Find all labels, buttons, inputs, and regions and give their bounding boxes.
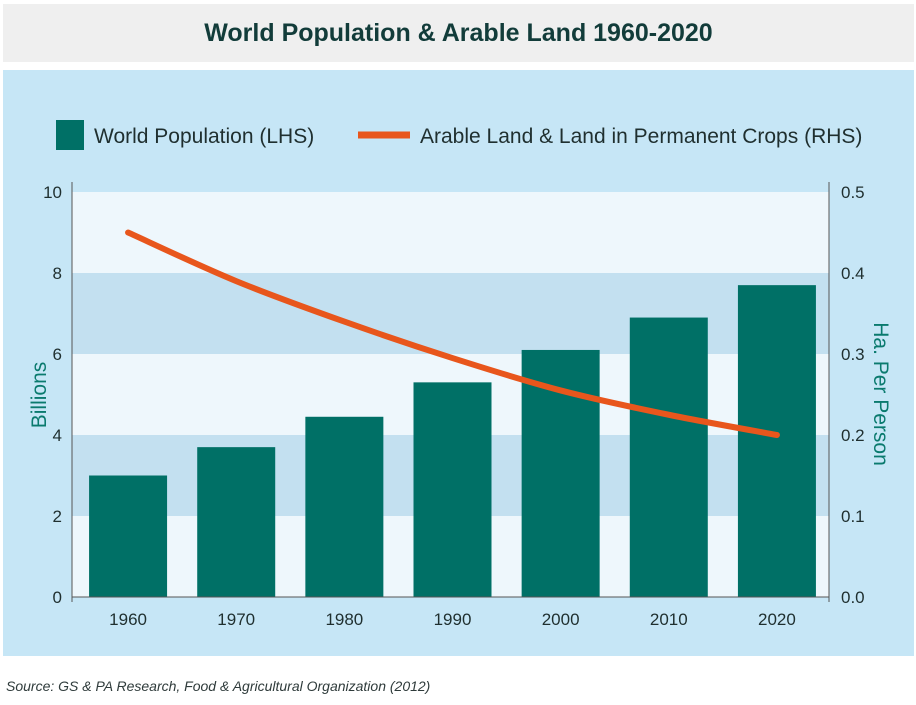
- bar-1990: [413, 382, 492, 597]
- y2-tick-label: 0.2: [841, 426, 865, 445]
- y-tick-label: 0: [53, 588, 62, 607]
- line-point-1990: [452, 357, 453, 359]
- y2-tick-label: 0.1: [841, 507, 865, 526]
- y-tick-label: 6: [53, 345, 62, 364]
- legend-line-label: Arable Land & Land in Permanent Crops (R…: [420, 125, 862, 148]
- line-point-1980: [343, 321, 345, 323]
- y2-tick-label: 0.4: [841, 264, 865, 283]
- source-note: Source: GS & PA Research, Food & Agricul…: [6, 678, 431, 694]
- bar-2020: [737, 285, 816, 597]
- bar-2000: [521, 349, 600, 597]
- y-tick-label: 2: [53, 507, 62, 526]
- y-axis-title: Billions: [28, 362, 51, 429]
- x-tick-label: 1970: [217, 610, 255, 629]
- left-ticks: 0 2 4 6 8 10: [43, 183, 62, 607]
- bar-1970: [197, 447, 276, 597]
- x-tick-label: 1990: [434, 610, 472, 629]
- bar-2010: [629, 317, 708, 597]
- line-point-2000: [560, 389, 562, 391]
- grid-band: [72, 273, 829, 354]
- y-tick-label: 8: [53, 264, 62, 283]
- legend: World Population (LHS) Arable Land & Lan…: [56, 120, 862, 150]
- chart-title: World Population & Arable Land 1960-2020: [204, 18, 713, 47]
- bar-1960: [89, 475, 168, 597]
- x-tick-label: 2020: [758, 610, 796, 629]
- x-ticks: 1960 1970 1980 1990 2000 2010 2020: [109, 610, 796, 629]
- x-tick-label: 1980: [325, 610, 363, 629]
- x-tick-label: 1960: [109, 610, 147, 629]
- x-tick-label: 2000: [542, 610, 580, 629]
- y2-tick-label: 0.0: [841, 588, 865, 607]
- y2-tick-label: 0.3: [841, 345, 865, 364]
- line-point-1970: [235, 280, 237, 282]
- bar-1980: [305, 416, 384, 597]
- y-tick-label: 4: [53, 426, 62, 445]
- legend-bar-label: World Population (LHS): [94, 125, 314, 148]
- line-layer: [125, 229, 780, 438]
- legend-bar-swatch: [56, 120, 84, 150]
- bars: [89, 285, 816, 597]
- line-point-1960: [127, 232, 129, 233]
- axes: [71, 182, 830, 602]
- x-tick-label: 2010: [650, 610, 688, 629]
- title-bar: World Population & Arable Land 1960-2020: [3, 4, 914, 62]
- line-point-2020: [776, 434, 778, 436]
- y2-axis-title: Ha. Per Person: [869, 322, 892, 466]
- line-point-2010: [668, 414, 670, 416]
- y-tick-label: 10: [43, 183, 62, 202]
- y2-tick-label: 0.5: [841, 183, 865, 202]
- grid-band: [72, 192, 829, 273]
- right-ticks: 0.0 0.1 0.2 0.3 0.4 0.5: [841, 183, 865, 607]
